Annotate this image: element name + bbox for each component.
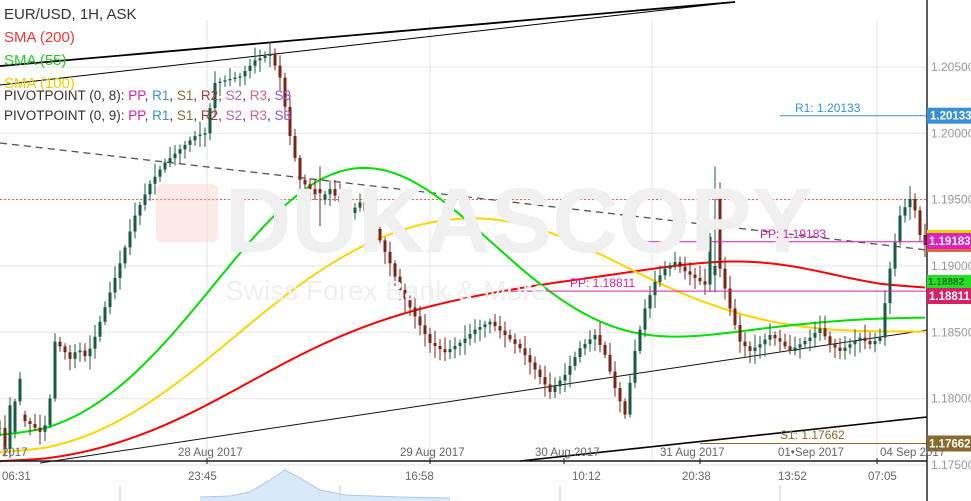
svg-text:1.19500: 1.19500 <box>931 193 971 207</box>
svg-text:16:58: 16:58 <box>405 471 434 483</box>
svg-text:PP: 1.19183: PP: 1.19183 <box>760 227 826 241</box>
svg-text:20:38: 20:38 <box>682 471 711 483</box>
svg-text:S1: 1.17662: S1: 1.17662 <box>780 428 845 442</box>
svg-text:R1: 1.20133: R1: 1.20133 <box>795 101 861 115</box>
svg-text:1.18000: 1.18000 <box>931 392 971 406</box>
svg-text:1.18811: 1.18811 <box>929 291 971 303</box>
svg-text:07:05: 07:05 <box>868 471 897 483</box>
svg-text:EUR/USD, 1H, ASK: EUR/USD, 1H, ASK <box>4 6 137 23</box>
svg-text:31 Aug 2017: 31 Aug 2017 <box>660 447 725 459</box>
svg-text:28 Aug 2017: 28 Aug 2017 <box>178 447 243 459</box>
svg-text:1.18500: 1.18500 <box>931 325 971 339</box>
svg-text:PP: 1.18811: PP: 1.18811 <box>570 276 635 290</box>
svg-text:1.20500: 1.20500 <box>931 60 971 74</box>
svg-text:06:31: 06:31 <box>2 471 31 483</box>
svg-text:13:52: 13:52 <box>778 471 807 483</box>
svg-text:1.20000: 1.20000 <box>931 126 971 140</box>
svg-text:PIVOTPOINT (0, 8): PP, R: PIVOTPOINT (0, 8): PP, R1, S1, R2, S2, R… <box>4 88 291 103</box>
svg-text:1.18882: 1.18882 <box>928 277 965 288</box>
svg-text:01•Sep 2017: 01•Sep 2017 <box>778 447 844 459</box>
svg-text:30 Aug 2017: 30 Aug 2017 <box>535 447 600 459</box>
svg-text:29 Aug 2017: 29 Aug 2017 <box>400 447 465 459</box>
svg-text:2017: 2017 <box>2 447 28 459</box>
svg-text:Swiss Forex Bank & More: Swiss Forex Bank & More <box>225 275 547 306</box>
svg-text:1.19000: 1.19000 <box>931 259 971 273</box>
svg-text:1.19183: 1.19183 <box>929 236 971 248</box>
svg-text:23:45: 23:45 <box>188 471 217 483</box>
svg-text:04 Sep 2017: 04 Sep 2017 <box>880 447 945 459</box>
svg-text:1.20133: 1.20133 <box>930 111 971 123</box>
svg-text:DUKASCOPY: DUKASCOPY <box>225 170 813 272</box>
svg-text:10:12: 10:12 <box>572 471 601 483</box>
svg-text:SMA (200): SMA (200) <box>4 29 75 46</box>
svg-text:PIVOTPOINT (0, 9): PP, R: PIVOTPOINT (0, 9): PP, R1, S1, R2, S2, R… <box>4 108 291 123</box>
svg-text:SMA (55): SMA (55) <box>4 52 67 69</box>
svg-text:1.17500: 1.17500 <box>931 458 971 472</box>
